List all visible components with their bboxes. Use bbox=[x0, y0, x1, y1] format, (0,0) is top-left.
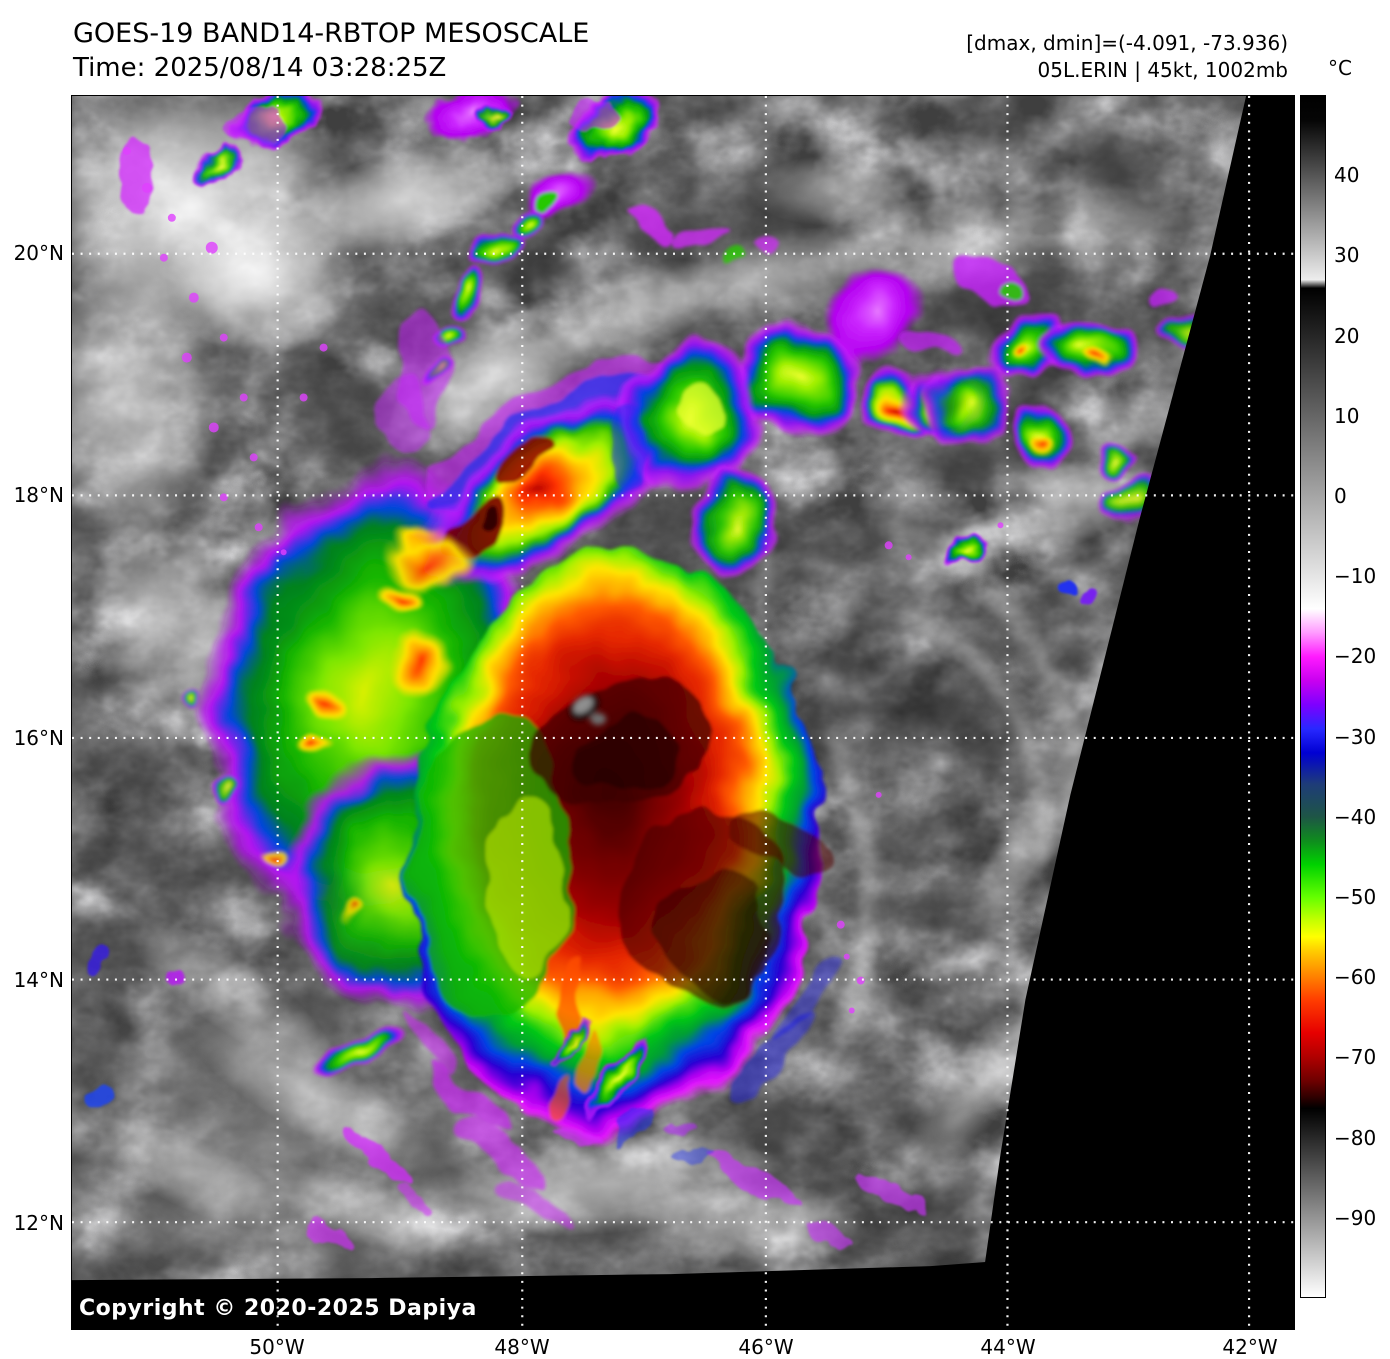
colorbar-tick: −50 bbox=[1334, 885, 1377, 909]
copyright-label: Copyright © 2020-2025 Dapiya bbox=[79, 1296, 477, 1321]
satellite-map bbox=[71, 95, 1295, 1330]
colorbar-tick: 20 bbox=[1334, 324, 1360, 348]
lon-label: 44°W bbox=[980, 1335, 1036, 1359]
lat-label: 16°N bbox=[13, 726, 64, 750]
hurricane-eye bbox=[569, 694, 607, 725]
colorbar-tick: −90 bbox=[1334, 1206, 1377, 1230]
colorbar-tick: 40 bbox=[1334, 163, 1360, 187]
lon-label: 42°W bbox=[1222, 1335, 1278, 1359]
colorbar bbox=[1300, 95, 1326, 1298]
colorbar-unit-label: °C bbox=[1328, 56, 1352, 80]
storm-info-label: 05L.ERIN | 45kt, 1002mb bbox=[1037, 58, 1288, 82]
scattered-blobs bbox=[85, 530, 1098, 1253]
grid-lines bbox=[72, 96, 1294, 1329]
colorbar-tick: −20 bbox=[1334, 644, 1377, 668]
no-data-bottom-band bbox=[72, 1254, 1294, 1329]
colorbar-tick: −80 bbox=[1334, 1126, 1377, 1150]
colorbar-tick: −40 bbox=[1334, 805, 1377, 829]
nw-convective-band bbox=[383, 355, 679, 594]
colorbar-tick: 10 bbox=[1334, 404, 1360, 428]
dmax-dmin-label: [dmax, dmin]=(-4.091, -73.936) bbox=[966, 31, 1288, 55]
magenta-speckles bbox=[122, 146, 1004, 1014]
hurricane-erin-core bbox=[404, 550, 845, 1229]
lat-label: 18°N bbox=[13, 483, 64, 507]
lon-label: 48°W bbox=[494, 1335, 550, 1359]
no-data-wedge bbox=[975, 96, 1294, 1329]
page-title: GOES-19 BAND14-RBTOP MESOSCALE bbox=[73, 18, 590, 49]
satellite-scene bbox=[72, 96, 1294, 1329]
colorbar-tick: −60 bbox=[1334, 965, 1377, 989]
lon-label: 46°W bbox=[738, 1335, 794, 1359]
colorbar-tick: −30 bbox=[1334, 725, 1377, 749]
lat-label: 20°N bbox=[13, 241, 64, 265]
colorbar-tick: 0 bbox=[1334, 484, 1347, 508]
lon-label: 50°W bbox=[249, 1335, 305, 1359]
top-edge-blobs bbox=[117, 96, 664, 218]
colorbar-tick: 30 bbox=[1334, 243, 1360, 267]
colorbar-tick: −70 bbox=[1334, 1045, 1377, 1069]
timestamp-label: Time: 2025/08/14 03:28:25Z bbox=[73, 53, 447, 83]
lat-label: 14°N bbox=[13, 968, 64, 992]
colorbar-tick: −10 bbox=[1334, 564, 1377, 588]
lat-label: 12°N bbox=[13, 1211, 64, 1235]
